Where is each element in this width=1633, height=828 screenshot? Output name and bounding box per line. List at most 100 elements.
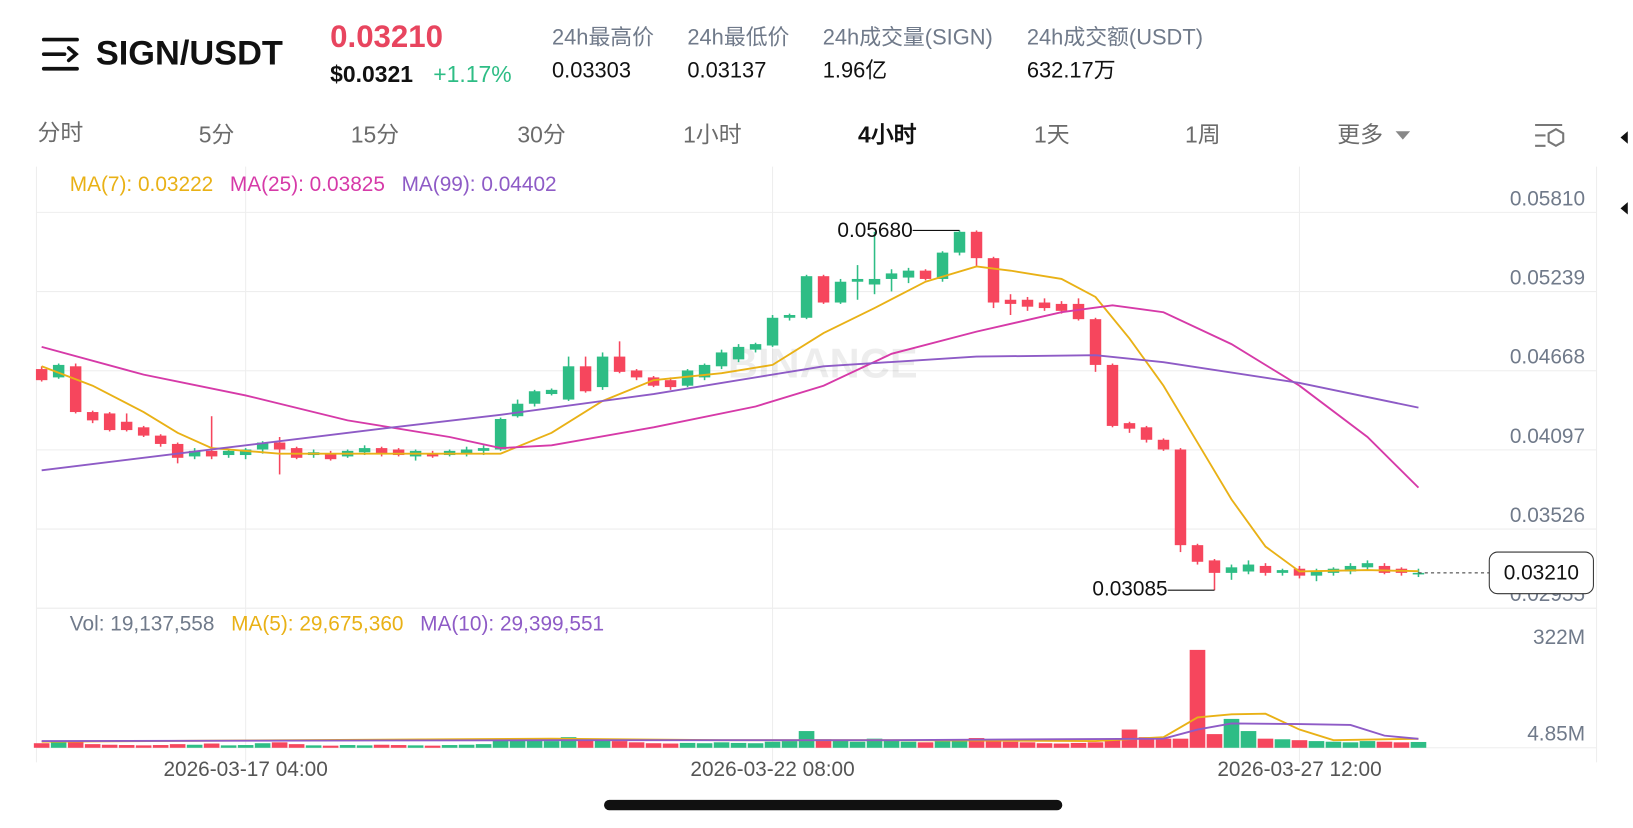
candle-body bbox=[103, 413, 116, 431]
change: +1.17% bbox=[433, 61, 511, 87]
tab[interactable]: 1周 bbox=[1185, 121, 1221, 147]
candle-body bbox=[868, 278, 881, 285]
volume-bar bbox=[849, 741, 866, 748]
volume-bar bbox=[254, 743, 271, 748]
volume-bar bbox=[526, 739, 543, 748]
x-tick-label: 2026-03-17 04:00 bbox=[163, 758, 327, 781]
candle-body bbox=[817, 276, 830, 303]
tab[interactable]: 5分 bbox=[199, 121, 235, 147]
candle-body bbox=[664, 380, 677, 388]
volume-bar bbox=[67, 741, 84, 748]
volume-bar bbox=[288, 744, 305, 748]
candle-body bbox=[681, 370, 694, 386]
volume-bar bbox=[866, 738, 883, 748]
volume-bar bbox=[50, 742, 67, 748]
volume-bar bbox=[1172, 738, 1189, 748]
candle-body bbox=[1123, 423, 1136, 429]
candle-body bbox=[460, 449, 473, 454]
volume-bar bbox=[424, 745, 441, 748]
candle-body bbox=[324, 453, 337, 460]
volume-bar bbox=[730, 742, 747, 748]
stat-value: 0.03303 bbox=[552, 58, 631, 83]
volume-bar bbox=[611, 741, 628, 748]
volume-bar bbox=[560, 737, 577, 748]
ma-line bbox=[41, 265, 1419, 573]
current-price-label: 0.03210 bbox=[1504, 561, 1579, 584]
candle-body bbox=[137, 427, 150, 436]
stat-label: 24h最低价 bbox=[687, 24, 789, 49]
last-price: 0.03210 bbox=[330, 19, 443, 54]
candle-body bbox=[1157, 439, 1170, 450]
current-price-box bbox=[1488, 551, 1594, 595]
candle-body bbox=[545, 389, 558, 395]
volume-bar bbox=[356, 745, 373, 748]
candle-body bbox=[647, 377, 660, 386]
stat-value: 0.03137 bbox=[687, 58, 766, 83]
volume-bar bbox=[1019, 742, 1036, 748]
candle-body bbox=[256, 442, 269, 450]
volume-bar bbox=[373, 744, 390, 748]
candle-body bbox=[1361, 563, 1374, 568]
candle-body bbox=[936, 252, 949, 279]
candle-body bbox=[69, 366, 82, 413]
volume-bar bbox=[339, 745, 356, 748]
side-arrow[interactable] bbox=[1620, 202, 1628, 215]
candle-body bbox=[154, 435, 167, 444]
volume-bar bbox=[1274, 739, 1291, 748]
volume-bar bbox=[713, 742, 730, 748]
tab-active[interactable]: 4小时 bbox=[858, 121, 917, 147]
tab[interactable]: 分时 bbox=[37, 119, 83, 145]
volume-bar bbox=[781, 741, 798, 748]
candle-body bbox=[970, 231, 983, 259]
menu-icon[interactable] bbox=[41, 37, 79, 71]
volume-bar bbox=[543, 741, 560, 748]
stat-value: 632.17万 bbox=[1027, 58, 1116, 83]
vol-tick-label: 4.85M bbox=[1527, 722, 1585, 745]
candle-body bbox=[375, 448, 388, 454]
volume-bar bbox=[186, 744, 203, 748]
stat-label: 24h成交量(SIGN) bbox=[823, 24, 993, 49]
candle-body bbox=[1055, 303, 1068, 311]
tab[interactable]: 15分 bbox=[351, 121, 399, 147]
dropdown-arrow bbox=[1395, 131, 1411, 140]
candle-body bbox=[715, 352, 728, 367]
candle-body bbox=[494, 418, 507, 450]
volume-bar bbox=[645, 743, 662, 748]
volume-bar bbox=[815, 739, 832, 748]
volume-bar bbox=[458, 744, 475, 748]
volume-bar bbox=[679, 742, 696, 748]
volume-bar bbox=[1308, 741, 1325, 748]
volume-bar bbox=[135, 745, 152, 748]
candle-body bbox=[1106, 364, 1119, 426]
tab[interactable]: 1小时 bbox=[683, 121, 742, 147]
volume-bar bbox=[662, 743, 679, 748]
volume-bar bbox=[33, 743, 50, 748]
tab[interactable]: 30分 bbox=[517, 121, 565, 147]
settings-icon[interactable] bbox=[1535, 123, 1565, 148]
candle-body bbox=[52, 364, 65, 378]
candle-body bbox=[562, 366, 575, 400]
candle-body bbox=[1259, 565, 1272, 573]
volume-bar bbox=[169, 744, 186, 748]
volume-bar bbox=[407, 745, 424, 748]
candle-body bbox=[1021, 299, 1034, 307]
candle-body bbox=[579, 366, 592, 392]
volume-bar bbox=[1223, 718, 1240, 748]
volume-bar bbox=[1376, 741, 1393, 748]
tab[interactable]: 1天 bbox=[1034, 121, 1070, 147]
candle-body bbox=[1089, 319, 1102, 365]
volume-bar bbox=[492, 740, 509, 748]
candle-body bbox=[273, 442, 286, 450]
volume-bar bbox=[237, 745, 254, 748]
volume-bar bbox=[1240, 731, 1257, 748]
ma-line bbox=[41, 722, 1419, 743]
chart: 2026-03-17 04:00 2026-03-22 08:00 2026-03-… bbox=[33, 166, 1598, 781]
side-arrow[interactable] bbox=[1620, 131, 1628, 144]
y-tick-label: 0.03526 bbox=[1510, 504, 1585, 527]
volume-bar bbox=[152, 745, 169, 748]
volume-bar bbox=[1257, 738, 1274, 748]
tab-more[interactable]: 更多 bbox=[1337, 121, 1383, 147]
volume-bar bbox=[220, 745, 237, 748]
